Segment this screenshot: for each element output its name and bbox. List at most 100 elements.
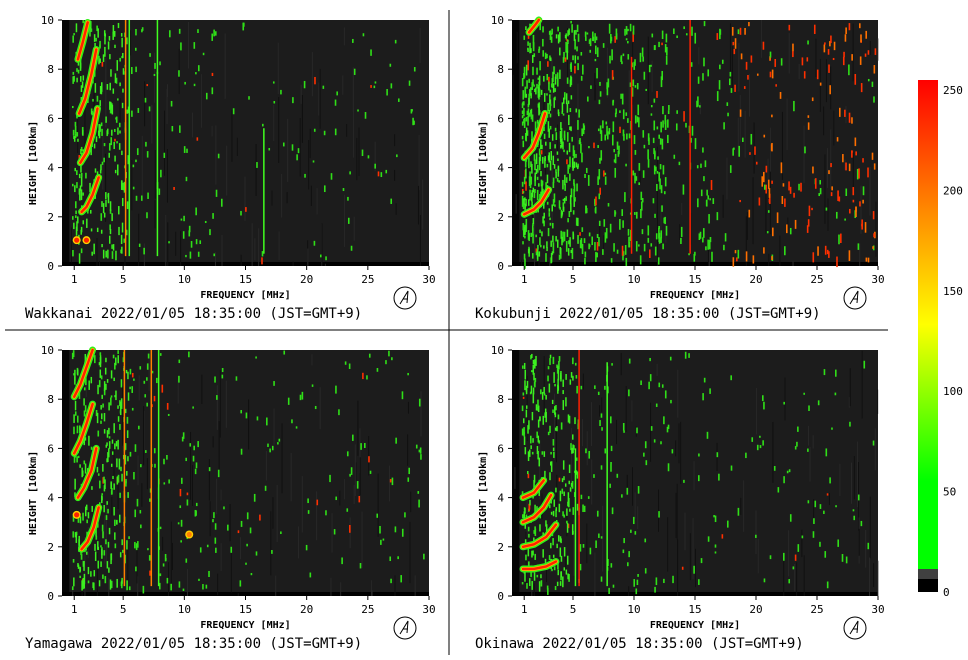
echo-dot: [523, 511, 526, 523]
echo-dot: [819, 541, 821, 547]
echo-dot: [533, 372, 535, 381]
echo-dot: [135, 66, 137, 73]
echo-dot: [411, 109, 413, 112]
echo-dot: [106, 458, 108, 463]
echo-dot: [100, 420, 102, 424]
echo-dot: [683, 26, 685, 30]
echo-dot: [535, 251, 538, 256]
low-frequency-band: [512, 20, 520, 266]
echo-dot: [535, 153, 538, 165]
echo-dot: [706, 189, 708, 196]
echo-dot: [357, 109, 359, 112]
echo-dot: [103, 413, 106, 422]
echo-dot: [185, 176, 188, 182]
echo-dot: [195, 462, 198, 469]
x-tick-label: 20: [749, 603, 762, 616]
echo-dot: [112, 475, 114, 480]
echo-dot: [587, 496, 590, 499]
echo-dot: [146, 363, 149, 370]
echo-dot: [522, 396, 525, 399]
echo-dot: [589, 547, 592, 555]
echo-dot: [74, 376, 76, 385]
echo-dot: [362, 372, 364, 380]
echo-dot: [650, 104, 653, 108]
echo-dot: [528, 233, 531, 241]
echo-dot: [105, 250, 107, 258]
echo-dot: [105, 444, 108, 448]
echo-dot: [622, 220, 624, 228]
echo-dot: [769, 71, 772, 78]
echo-dot: [624, 28, 626, 36]
echo-dot: [188, 230, 191, 237]
echo-dot: [696, 100, 698, 108]
echo-dot: [129, 451, 132, 457]
echo-dot: [570, 203, 572, 213]
y-tick-label: 8: [47, 63, 54, 76]
echo-dot: [362, 33, 365, 37]
echo-dot: [596, 47, 599, 58]
echo-dot: [609, 55, 611, 64]
echo-dot: [772, 227, 774, 237]
echo-dot: [122, 357, 125, 363]
echo-dot: [413, 120, 415, 125]
echo-dot: [569, 487, 572, 492]
echo-dot: [182, 588, 185, 592]
echo-dot: [660, 441, 662, 445]
echo-dot: [115, 116, 118, 123]
y-tick-label: 6: [497, 442, 504, 455]
echo-dot: [531, 581, 533, 590]
echo-dot: [637, 104, 640, 116]
echo-dot: [826, 493, 829, 496]
echo-dot: [716, 91, 719, 102]
echo-dot: [194, 468, 197, 475]
echo-dot: [531, 253, 534, 259]
echo-dot: [714, 544, 717, 548]
echo-dot: [619, 219, 621, 230]
echo-dot: [204, 220, 207, 224]
echo-dot: [101, 201, 103, 207]
echo-dot: [563, 51, 565, 60]
echo-dot: [667, 119, 669, 128]
echo-dot: [80, 176, 83, 187]
echo-dot: [125, 230, 128, 236]
echo-dot: [316, 499, 319, 506]
echo-dot: [819, 188, 822, 195]
echo-dot: [527, 451, 530, 462]
echo-dot: [85, 506, 87, 517]
echo-dot: [115, 77, 118, 84]
echo-dot: [793, 100, 795, 112]
echo-dot: [858, 168, 860, 179]
echo-dot: [102, 463, 104, 472]
echo-dot: [115, 117, 117, 120]
echo-dot: [732, 41, 735, 46]
echo-dot: [131, 386, 134, 393]
echo-dot: [554, 204, 556, 207]
echo-dot: [756, 444, 759, 451]
echo-dot: [534, 172, 536, 182]
echo-dot: [612, 121, 615, 133]
echo-dot: [334, 128, 337, 136]
echo-dot: [549, 222, 552, 226]
echo-dot: [99, 357, 102, 368]
echo-dot: [120, 33, 123, 37]
echo-dot: [114, 519, 116, 527]
echo-dot: [352, 434, 354, 441]
echo-dot: [108, 36, 111, 41]
echo-dot: [127, 392, 130, 401]
echo-dot: [571, 136, 573, 142]
echo-dot: [121, 102, 124, 109]
x-tick-label: 20: [300, 603, 313, 616]
echo-dot: [528, 420, 530, 430]
echo-trace: [73, 348, 94, 398]
echo-dot: [73, 135, 75, 140]
echo-dot: [103, 212, 106, 218]
echo-dot: [574, 65, 576, 74]
echo-dot: [628, 389, 630, 397]
echo-dot: [185, 457, 187, 462]
echo-dot: [178, 359, 181, 364]
echo-dot: [208, 570, 210, 577]
echo-dot: [794, 554, 797, 561]
echo-dot: [534, 553, 537, 560]
echo-dot: [705, 246, 707, 251]
echo-dot: [593, 474, 595, 478]
